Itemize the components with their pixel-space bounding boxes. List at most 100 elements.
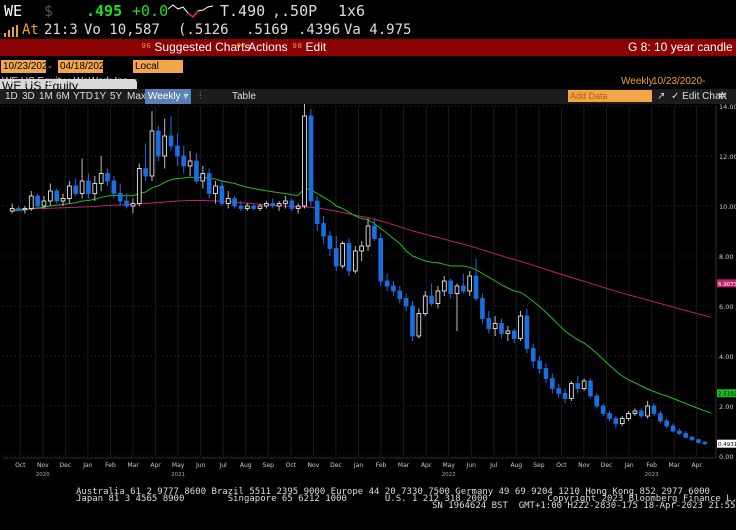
candle-body: [308, 115, 314, 202]
intraday-sparkline-icon: [168, 4, 214, 19]
open-price: (.5126: [178, 22, 229, 38]
candle-body: [270, 203, 276, 207]
candle-body: [530, 348, 536, 362]
tab-5y[interactable]: 5Y: [110, 91, 123, 102]
y-tick-label: 0.00: [719, 453, 733, 461]
candle-body: [264, 203, 269, 207]
candle-body: [607, 413, 612, 419]
candle-body: [480, 298, 485, 319]
candle-body: [537, 360, 542, 369]
candle-body: [499, 323, 504, 334]
candle-body: [359, 245, 364, 252]
y-tick-label: 4.00: [719, 353, 733, 361]
at-time: 21:3: [44, 22, 78, 38]
candle-body: [86, 180, 91, 194]
y-tick-label: 2.00: [719, 403, 733, 411]
security-info-bar: WE US Equity : WeWork Inc Weekly 10/23/2…: [0, 75, 736, 101]
candle-type-icon[interactable]: ⫴: [183, 91, 188, 102]
tab-max[interactable]: Max: [127, 91, 146, 102]
x-tick-label: Nov: [308, 462, 320, 469]
candle-body: [124, 200, 129, 207]
candle-body: [16, 208, 21, 211]
candle-body: [505, 330, 511, 334]
edit-button[interactable]: ⁹⁸ Edit: [292, 40, 327, 54]
tab-1m[interactable]: 1M: [39, 91, 53, 102]
tab-ytd[interactable]: YTD: [73, 91, 93, 102]
candle-body: [333, 248, 339, 267]
date-range-bar: 10/23/2020 - 04/18/2023 Local CCY: [0, 58, 736, 85]
candle-body: [181, 155, 187, 167]
ema-short-line: [12, 176, 712, 414]
candle-body: [276, 203, 282, 207]
candle-body: [658, 413, 663, 422]
signal-bars-icon: [4, 25, 18, 37]
x-tick-label: Feb: [376, 462, 387, 469]
candle-body: [664, 420, 670, 427]
y-tick-label: 6.00: [719, 303, 733, 311]
suggested-charts-button[interactable]: ⁹⁶ Suggested Charts: [141, 40, 251, 54]
tab-1y[interactable]: 1Y: [94, 91, 107, 102]
candle-body: [689, 436, 695, 441]
x-tick-label: Apr: [692, 462, 703, 469]
end-date-field[interactable]: 04/18/2023: [58, 60, 111, 73]
add-data-field[interactable]: Add Data: [568, 90, 652, 102]
tab-1d[interactable]: 1D: [5, 91, 18, 102]
x-tick-label: Apr: [150, 462, 161, 469]
ema-long-value-label: 6.9073: [718, 282, 736, 288]
candle-body: [492, 323, 498, 329]
line-type-icon[interactable]: ⫶: [199, 91, 202, 102]
actions-button[interactable]: ⁹⁷ Actions: [236, 40, 288, 54]
candle-body: [448, 280, 453, 294]
candle-body: [41, 200, 47, 207]
trade-size: 1x6: [338, 2, 366, 20]
chart-toolbar: WE US Equity ⁹⁶ Suggested Charts ⁹⁷ Acti…: [0, 39, 736, 94]
tab-table[interactable]: Table: [232, 91, 256, 102]
x-tick-label: Jan: [623, 462, 633, 469]
candle-body: [372, 225, 377, 239]
candle-body: [403, 298, 409, 307]
candle-body: [581, 380, 587, 389]
x-tick-label: Jun: [195, 462, 206, 469]
y-tick-label: 12.00: [719, 153, 736, 161]
start-date-field[interactable]: 10/23/2020: [1, 60, 54, 73]
candle-body: [473, 275, 479, 299]
candle-body: [73, 185, 79, 194]
tab-3d[interactable]: 3D: [22, 91, 35, 102]
candle-body: [353, 250, 358, 272]
candle-body: [28, 195, 34, 209]
candle-body: [54, 190, 59, 202]
x-tick-label: Sep: [263, 462, 275, 469]
x-tick-label: Dec: [601, 462, 613, 469]
currency-field[interactable]: Local CCY: [133, 60, 183, 85]
last-price-value-label: 0.4931: [718, 442, 736, 448]
dollar-glyph: $: [44, 2, 54, 20]
candle-body: [257, 205, 263, 209]
tab-6m[interactable]: 6M: [56, 91, 70, 102]
ticker[interactable]: WE: [4, 2, 23, 20]
candle-body: [117, 193, 123, 202]
x-tick-label: Jan: [82, 462, 92, 469]
candle-body: [98, 173, 104, 184]
trade-info: T.490: [220, 2, 266, 20]
x-tick-label: Feb: [105, 462, 116, 469]
x-tick-label: Mar: [669, 462, 681, 469]
volume: Vo 10,587: [84, 22, 160, 38]
quote-line-1: WE $ .495 +0.0 T.490 ,.50P 1x6: [0, 0, 736, 22]
candle-body: [397, 290, 403, 299]
settings-icon[interactable]: ✲: [718, 91, 727, 102]
value-traded: Va 4.975: [344, 22, 412, 38]
x-tick-label: Aug: [240, 462, 252, 469]
draw-tool-icon[interactable]: ↗: [657, 91, 666, 102]
candle-body: [168, 135, 174, 147]
x-tick-label: Aug: [510, 462, 522, 469]
candle-body: [149, 130, 155, 177]
candle-body: [225, 198, 231, 204]
candle-body: [175, 145, 180, 157]
tab-weekly[interactable]: Weekly ▾: [145, 89, 192, 104]
candlestick-chart[interactable]: 14.00 12.00 10.00 8.00 6.00 4.00 2.00 0.00 Oct No…: [0, 104, 736, 486]
candle-body: [143, 168, 148, 177]
edit-chart-button[interactable]: ✓ Edit Chart: [671, 91, 727, 102]
quote-line-2: At 21:3 Vo 10,587 (.5126 .5169 .4396 Va …: [0, 22, 736, 39]
candle-body: [524, 315, 530, 349]
candle-body: [702, 441, 708, 445]
